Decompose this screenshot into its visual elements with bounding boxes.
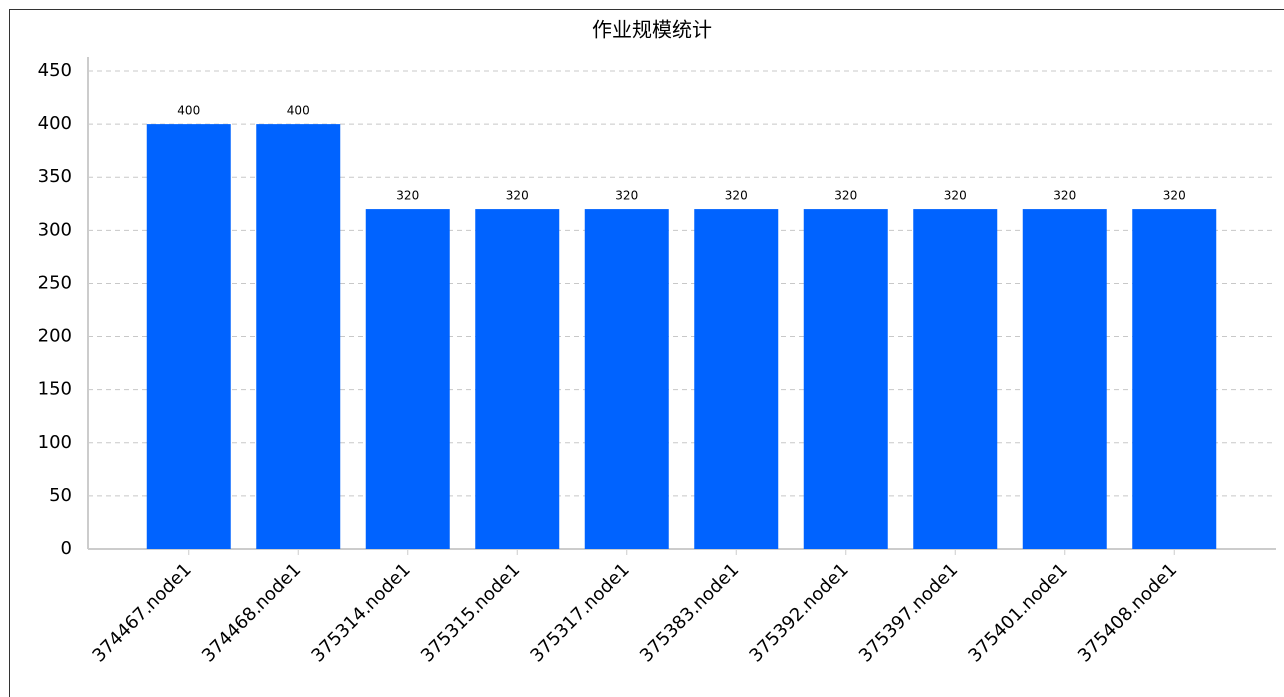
x-tick-label: 375401.node1: [964, 559, 1071, 666]
data-label: 400: [287, 104, 310, 118]
data-label: 320: [1163, 189, 1186, 203]
y-tick-label: 400: [38, 113, 72, 134]
data-label: 320: [725, 189, 748, 203]
x-tick-label: 374468.node1: [198, 559, 305, 666]
bar: [694, 209, 779, 550]
bar: [146, 124, 231, 549]
bar: [1022, 209, 1107, 550]
x-tick-label: 375315.node1: [417, 559, 524, 666]
bar: [913, 209, 998, 550]
bar: [365, 209, 450, 550]
x-tick-label: 375392.node1: [745, 559, 852, 666]
frame: [9, 9, 1284, 697]
bar: [584, 209, 669, 550]
x-tick-label: 374467.node1: [88, 559, 195, 666]
y-tick-label: 50: [49, 485, 72, 506]
x-tick-label: 375314.node1: [307, 559, 414, 666]
bar: [475, 209, 560, 550]
data-label: 320: [396, 189, 419, 203]
bar: [256, 124, 341, 549]
x-tick-label: 375397.node1: [855, 559, 962, 666]
y-tick-label: 100: [38, 432, 72, 453]
x-tick-label: 375383.node1: [636, 559, 743, 666]
y-tick-label: 150: [38, 379, 72, 400]
x-tick-label: 375317.node1: [526, 559, 633, 666]
bar: [1132, 209, 1217, 550]
data-label: 320: [615, 189, 638, 203]
data-label: 320: [506, 189, 529, 203]
y-tick-label: 200: [38, 326, 72, 347]
y-tick-label: 0: [61, 538, 72, 559]
y-tick-label: 300: [38, 219, 72, 240]
data-label: 400: [177, 104, 200, 118]
y-tick-label: 450: [38, 60, 72, 81]
data-label: 320: [944, 189, 967, 203]
y-tick-label: 250: [38, 272, 72, 293]
chart-title: 作业规模统计: [592, 18, 712, 42]
x-tick-label: 375408.node1: [1074, 559, 1181, 666]
data-label: 320: [834, 189, 857, 203]
y-tick-label: 350: [38, 166, 72, 187]
data-label: 320: [1053, 189, 1076, 203]
bar: [803, 209, 888, 550]
